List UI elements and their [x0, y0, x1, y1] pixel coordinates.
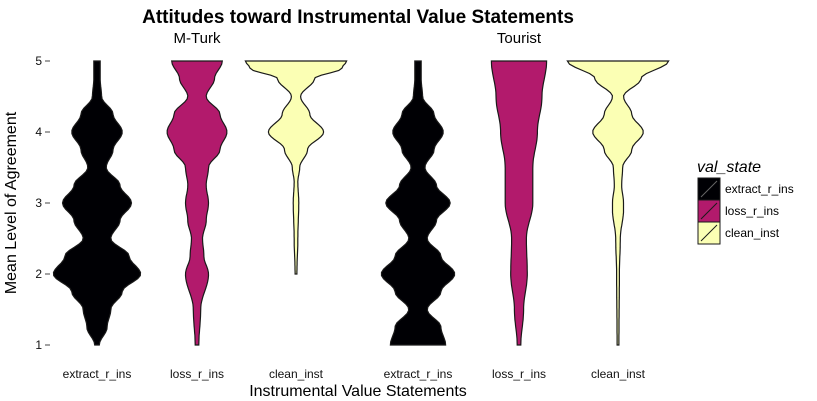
legend-key-glyph — [700, 180, 718, 198]
x-tick-label: extract_r_ins — [384, 367, 453, 381]
chart-title: Attitudes toward Instrumental Value Stat… — [142, 7, 574, 28]
legend-label: extract_r_ins — [725, 182, 794, 196]
violin-m-turk-clean_inst — [244, 60, 348, 275]
legend-title: val_state — [697, 159, 761, 176]
legend-label: loss_r_ins — [725, 204, 779, 218]
legend-key-glyph — [700, 202, 718, 220]
x-tick-label: extract_r_ins — [63, 367, 132, 381]
violin-m-turk-extract_r_ins — [52, 60, 142, 346]
panel-label-tourist: Tourist — [497, 30, 542, 47]
violin-layer — [52, 60, 670, 346]
legend-key-glyph — [700, 224, 718, 242]
x-tick-label: clean_inst — [269, 367, 324, 381]
panel-label-mturk: M-Turk — [174, 30, 221, 47]
legend: val_state extract_r_ins loss_r_ins clean_i… — [697, 159, 794, 245]
y-tick-label: 3 — [35, 196, 42, 210]
x-axis: extract_r_ins loss_r_ins clean_inst extract… — [63, 367, 646, 381]
y-tick-label: 2 — [35, 267, 42, 281]
violin-tourist-loss_r_ins — [490, 60, 548, 346]
x-tick-label: loss_r_ins — [170, 367, 224, 381]
violin-m-turk-loss_r_ins — [166, 60, 228, 346]
x-tick-label: clean_inst — [591, 367, 646, 381]
legend-label: clean_inst — [725, 226, 780, 240]
y-axis-title: Mean Level of Agreement — [3, 111, 20, 294]
y-tick-label: 5 — [35, 54, 42, 68]
violin-tourist-extract_r_ins — [380, 60, 456, 346]
x-axis-title: Instrumental Value Statements — [249, 383, 467, 400]
x-tick-label: loss_r_ins — [492, 367, 546, 381]
violin-tourist-clean_inst — [566, 60, 670, 346]
y-axis: 1 2 3 4 5 — [35, 54, 50, 352]
y-tick-label: 4 — [35, 125, 42, 139]
y-tick-label: 1 — [35, 338, 42, 352]
